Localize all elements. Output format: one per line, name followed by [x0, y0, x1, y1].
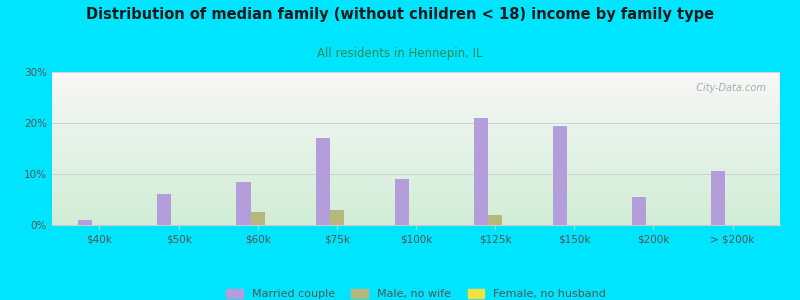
Bar: [158, 194, 171, 225]
Text: City-Data.com: City-Data.com: [690, 83, 766, 93]
Bar: [78, 220, 92, 225]
Text: All residents in Hennepin, IL: All residents in Hennepin, IL: [318, 46, 482, 59]
Bar: [236, 182, 250, 225]
Bar: [711, 171, 726, 225]
Bar: [632, 197, 646, 225]
Text: Distribution of median family (without children < 18) income by family type: Distribution of median family (without c…: [86, 8, 714, 22]
Bar: [330, 210, 344, 225]
Bar: [250, 212, 265, 225]
Bar: [553, 125, 567, 225]
Bar: [315, 138, 330, 225]
Legend: Married couple, Male, no wife, Female, no husband: Married couple, Male, no wife, Female, n…: [222, 284, 610, 300]
Bar: [474, 118, 488, 225]
Bar: [488, 215, 502, 225]
Bar: [394, 179, 409, 225]
